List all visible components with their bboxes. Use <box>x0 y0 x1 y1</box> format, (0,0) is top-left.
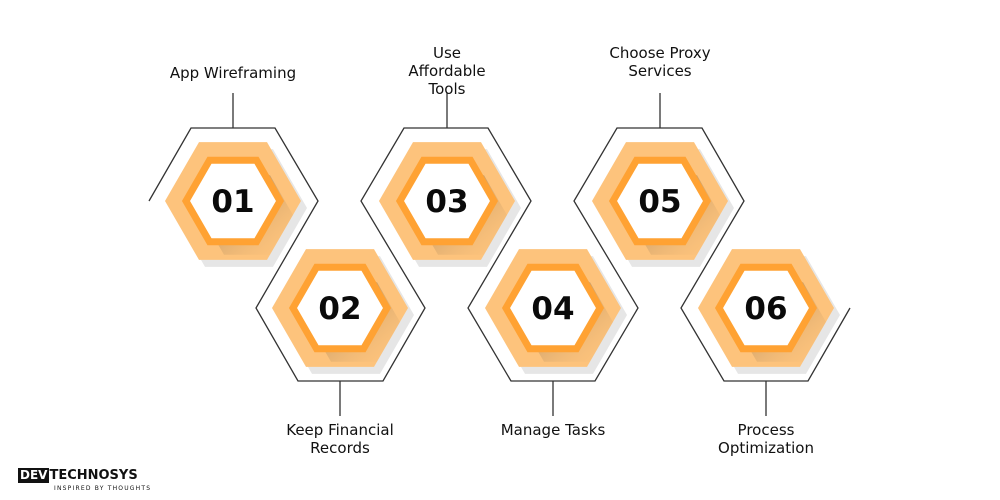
step-number-04: 04 <box>531 291 574 327</box>
logo-dev: DEV <box>18 468 50 483</box>
step-number-01: 01 <box>211 184 254 220</box>
step-label-06: Process Optimization <box>718 421 814 457</box>
logo-tagline: INSPIRED BY THOUGHTS <box>54 485 152 492</box>
logo-row: DEV TECHNOSYS <box>18 468 138 483</box>
step-label-01: App Wireframing <box>169 64 297 82</box>
step-number-06: 06 <box>744 291 787 327</box>
step-number-02: 02 <box>318 291 361 327</box>
step-label-04: Manage Tasks <box>500 421 606 439</box>
hex-inner <box>608 156 712 246</box>
hex-inner <box>181 156 285 246</box>
hex-inner <box>395 156 499 246</box>
logo-brand: TECHNOSYS <box>49 468 138 483</box>
step-label-03: Use Affordable Tools <box>408 44 486 98</box>
step-number-03: 03 <box>425 184 468 220</box>
hex-inner <box>714 263 818 353</box>
step-label-05: Choose Proxy Services <box>609 44 711 80</box>
devtechnosys-logo: DEV TECHNOSYS INSPIRED BY THOUGHTS <box>18 468 151 493</box>
hex-inner <box>288 263 392 353</box>
step-number-05: 05 <box>638 184 681 220</box>
hex-inner <box>501 263 605 353</box>
zigzag-outline <box>148 127 851 382</box>
step-label-02: Keep Financial Records <box>286 421 394 457</box>
